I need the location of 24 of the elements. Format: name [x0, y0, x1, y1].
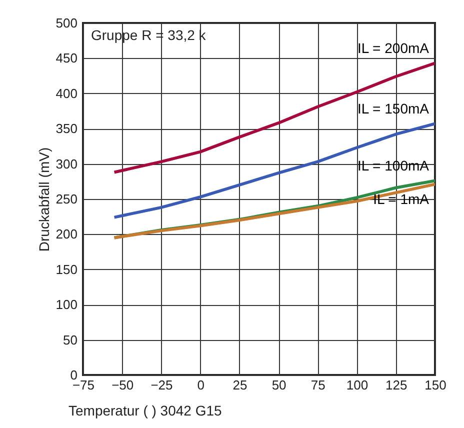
x-tick-label: −50: [112, 378, 134, 392]
line-series: [112, 62, 435, 174]
y-tick-label: 500: [56, 16, 78, 30]
y-tick-label: 50: [63, 332, 78, 348]
x-tick-label: 50: [272, 378, 286, 392]
x-tick-label: 125: [386, 378, 408, 392]
y-tick-label: 300: [56, 156, 78, 172]
x-tick-label: −25: [150, 378, 173, 392]
y-tick-label: 400: [56, 86, 78, 101]
x-tick-label: 100: [346, 378, 368, 392]
y-tick-label: 100: [56, 297, 78, 312]
y-axis-title: Druckabfall (mV): [36, 147, 52, 252]
y-tick-label: 200: [56, 226, 78, 242]
x-tick-label: 150: [424, 378, 446, 392]
x-tick-label: 25: [232, 378, 248, 392]
x-tick-label: 0: [197, 378, 204, 392]
y-tick-label: 250: [56, 192, 78, 206]
x-tick-label: 75: [310, 378, 326, 392]
x-axis-title: Temperatur ( ) 3042 G15: [68, 402, 222, 418]
y-tick-label: 150: [56, 262, 78, 277]
y-tick-label: 350: [56, 121, 78, 136]
y-tick-label: 0: [70, 368, 78, 382]
y-tick-label: 450: [56, 50, 78, 66]
line-series: [112, 122, 435, 219]
